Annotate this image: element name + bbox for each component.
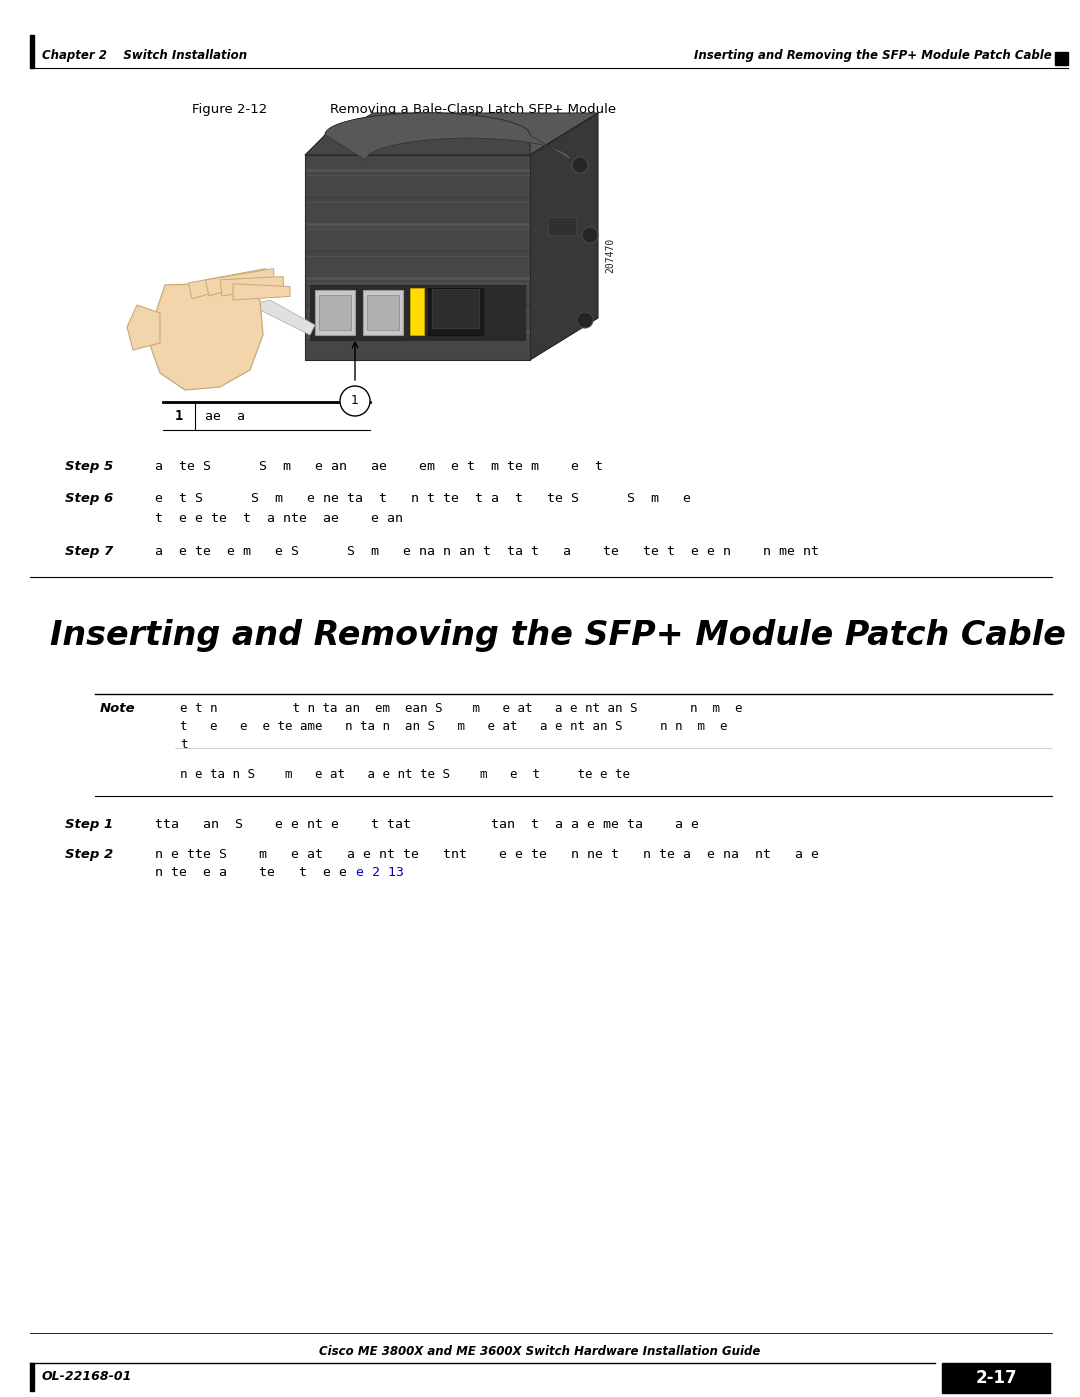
Bar <box>30 1363 33 1391</box>
Polygon shape <box>530 113 598 360</box>
Text: 1: 1 <box>351 394 359 408</box>
Text: e  t S      S  m   e ne ta  t   n t te  t a  t   te S      S  m   e: e t S S m e ne ta t n t te t a t te S S … <box>156 492 691 504</box>
Text: a  te S      S  m   e an   ae    em  e t  m te m    e  t: a te S S m e an ae em e t m te m e t <box>156 460 603 474</box>
Polygon shape <box>305 155 530 360</box>
Polygon shape <box>325 113 571 161</box>
Bar <box>548 217 576 235</box>
Polygon shape <box>188 268 266 299</box>
Bar <box>310 285 525 339</box>
Bar <box>1055 52 1068 66</box>
Text: Removing a Bale-Clasp Latch SFP+ Module: Removing a Bale-Clasp Latch SFP+ Module <box>330 103 616 116</box>
Bar <box>942 1363 1050 1393</box>
Circle shape <box>582 226 598 243</box>
Text: Inserting and Removing the SFP+ Module Patch Cable: Inserting and Removing the SFP+ Module P… <box>50 619 1066 652</box>
Bar <box>428 288 483 335</box>
Text: ae  a: ae a <box>205 409 245 422</box>
Circle shape <box>340 386 370 416</box>
Polygon shape <box>220 277 284 296</box>
Bar <box>30 35 33 68</box>
Text: 207470: 207470 <box>605 237 615 272</box>
Text: n e ta n S    m   e at   a e nt te S    m   e  t     te e te: n e ta n S m e at a e nt te S m e t te e… <box>180 768 630 781</box>
Polygon shape <box>127 305 160 351</box>
Text: Figure 2-12: Figure 2-12 <box>192 103 267 116</box>
Polygon shape <box>305 113 530 155</box>
Text: n e tte S    m   e at   a e nt te   tnt    e e te   n ne t   n te a  e na  nt   : n e tte S m e at a e nt te tnt e e te n … <box>156 848 819 861</box>
Bar <box>315 291 355 335</box>
Text: Note: Note <box>100 703 136 715</box>
Text: Step 2: Step 2 <box>65 848 113 861</box>
Text: tta   an  S    e e nt e    t tat          tan  t  a a e me ta    a e: tta an S e e nt e t tat tan t a a e me t… <box>156 819 699 831</box>
Text: Step 1: Step 1 <box>65 819 113 831</box>
Text: Step 6: Step 6 <box>65 492 113 504</box>
Text: Cisco ME 3800X and ME 3600X Switch Hardware Installation Guide: Cisco ME 3800X and ME 3600X Switch Hardw… <box>320 1345 760 1358</box>
Bar <box>319 295 351 330</box>
Text: n te  e a    te   t  e e: n te e a te t e e <box>156 866 372 879</box>
Bar <box>367 295 399 330</box>
Text: Inserting and Removing the SFP+ Module Patch Cable: Inserting and Removing the SFP+ Module P… <box>694 49 1052 61</box>
Polygon shape <box>305 113 598 155</box>
Bar <box>410 288 424 335</box>
Text: Step 7: Step 7 <box>65 545 113 557</box>
Polygon shape <box>233 284 291 300</box>
Text: Chapter 2    Switch Installation: Chapter 2 Switch Installation <box>42 49 247 61</box>
Text: OL-22168-01: OL-22168-01 <box>42 1370 133 1383</box>
Circle shape <box>572 156 588 173</box>
Circle shape <box>577 312 593 328</box>
Text: 2-17: 2-17 <box>975 1369 1016 1387</box>
Text: t  e e te  t  a nte  ae    e an: t e e te t a nte ae e an <box>156 511 403 525</box>
Polygon shape <box>205 268 274 296</box>
Text: 1: 1 <box>175 409 184 423</box>
Bar <box>432 289 480 328</box>
Bar <box>363 291 403 335</box>
Text: Step 5: Step 5 <box>65 460 113 474</box>
Text: t: t <box>180 738 188 752</box>
Polygon shape <box>150 284 264 390</box>
Polygon shape <box>249 300 315 335</box>
Text: e t n          t n ta an  em  ean S    m   e at   a e nt an S       n  m  e: e t n t n ta an em ean S m e at a e nt a… <box>180 703 743 715</box>
Text: a  e te  e m   e S      S  m   e na n an t  ta t   a    te   te t  e e n    n me: a e te e m e S S m e na n an t ta t a te… <box>156 545 819 557</box>
Text: e 2 13: e 2 13 <box>356 866 404 879</box>
Text: t   e   e  e te ame   n ta n  an S   m   e at   a e nt an S     n n  m  e: t e e e te ame n ta n an S m e at a e nt… <box>180 719 728 733</box>
